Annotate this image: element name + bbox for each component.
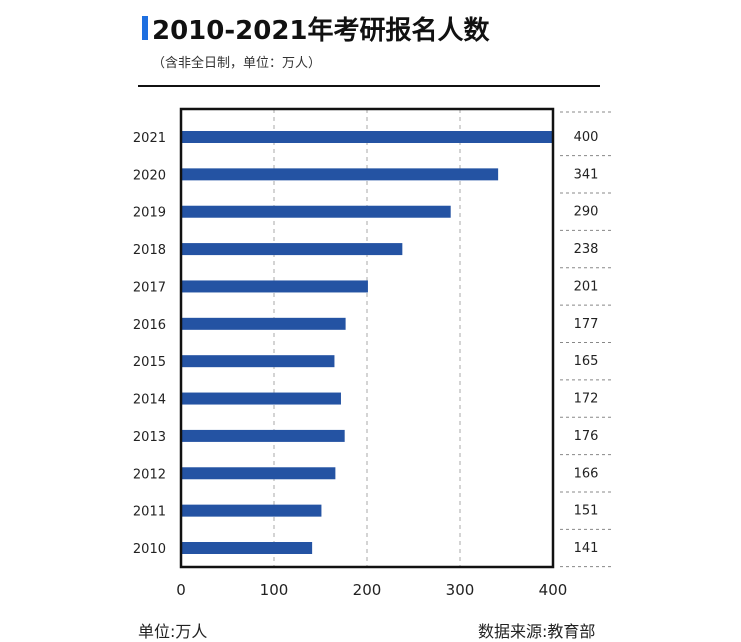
bar-2011 (181, 504, 322, 517)
x-tick-label: 200 (353, 581, 382, 599)
bar-2020 (181, 168, 499, 181)
chart-subtitle: （含非全日制，单位：万人） (152, 56, 322, 71)
y-tick-label: 2018 (133, 243, 166, 258)
bar-2013 (181, 429, 345, 442)
chart-title: 2010-2021年考研报名人数 (152, 16, 490, 46)
y-tick-label: 2013 (133, 430, 166, 445)
title-accent-bar (142, 16, 148, 40)
x-tick-label: 400 (539, 581, 568, 599)
data-label: 141 (574, 541, 599, 556)
bar-2015 (181, 355, 335, 368)
data-label: 201 (574, 279, 599, 294)
x-tick-label: 0 (176, 581, 186, 599)
y-tick-label: 2014 (133, 393, 166, 408)
data-label: 165 (574, 354, 599, 369)
data-label: 290 (574, 205, 599, 220)
data-label: 166 (574, 466, 599, 481)
bar-2017 (181, 280, 368, 293)
x-tick-label: 100 (260, 581, 289, 599)
bar-2021 (181, 131, 553, 143)
data-label: 238 (574, 242, 599, 257)
data-label: 151 (574, 504, 599, 519)
unit-label: 单位:万人 (138, 622, 208, 641)
bar-2010 (181, 542, 313, 554)
y-tick-label: 2017 (133, 280, 166, 295)
y-tick-label: 2010 (133, 542, 166, 557)
y-tick-label: 2019 (133, 206, 166, 221)
y-tick-label: 2012 (133, 467, 166, 482)
data-label: 341 (574, 167, 599, 182)
bar-2018 (181, 243, 403, 256)
bar-2019 (181, 205, 451, 218)
data-label: 177 (574, 317, 599, 332)
y-tick-label: 2016 (133, 318, 166, 333)
bar-2016 (181, 317, 346, 330)
x-tick-label: 300 (446, 581, 475, 599)
source-label: 数据来源:教育部 (478, 622, 596, 641)
data-label: 172 (574, 392, 599, 407)
data-label: 400 (574, 130, 599, 145)
y-tick-label: 2015 (133, 355, 166, 370)
data-label: 176 (574, 429, 599, 444)
y-tick-label: 2011 (133, 505, 166, 520)
bar-2014 (181, 392, 341, 405)
bar-2012 (181, 467, 336, 480)
y-tick-label: 2020 (133, 168, 166, 183)
divider (138, 85, 600, 87)
y-tick-label: 2021 (133, 131, 166, 146)
plot-frame (179, 107, 555, 569)
